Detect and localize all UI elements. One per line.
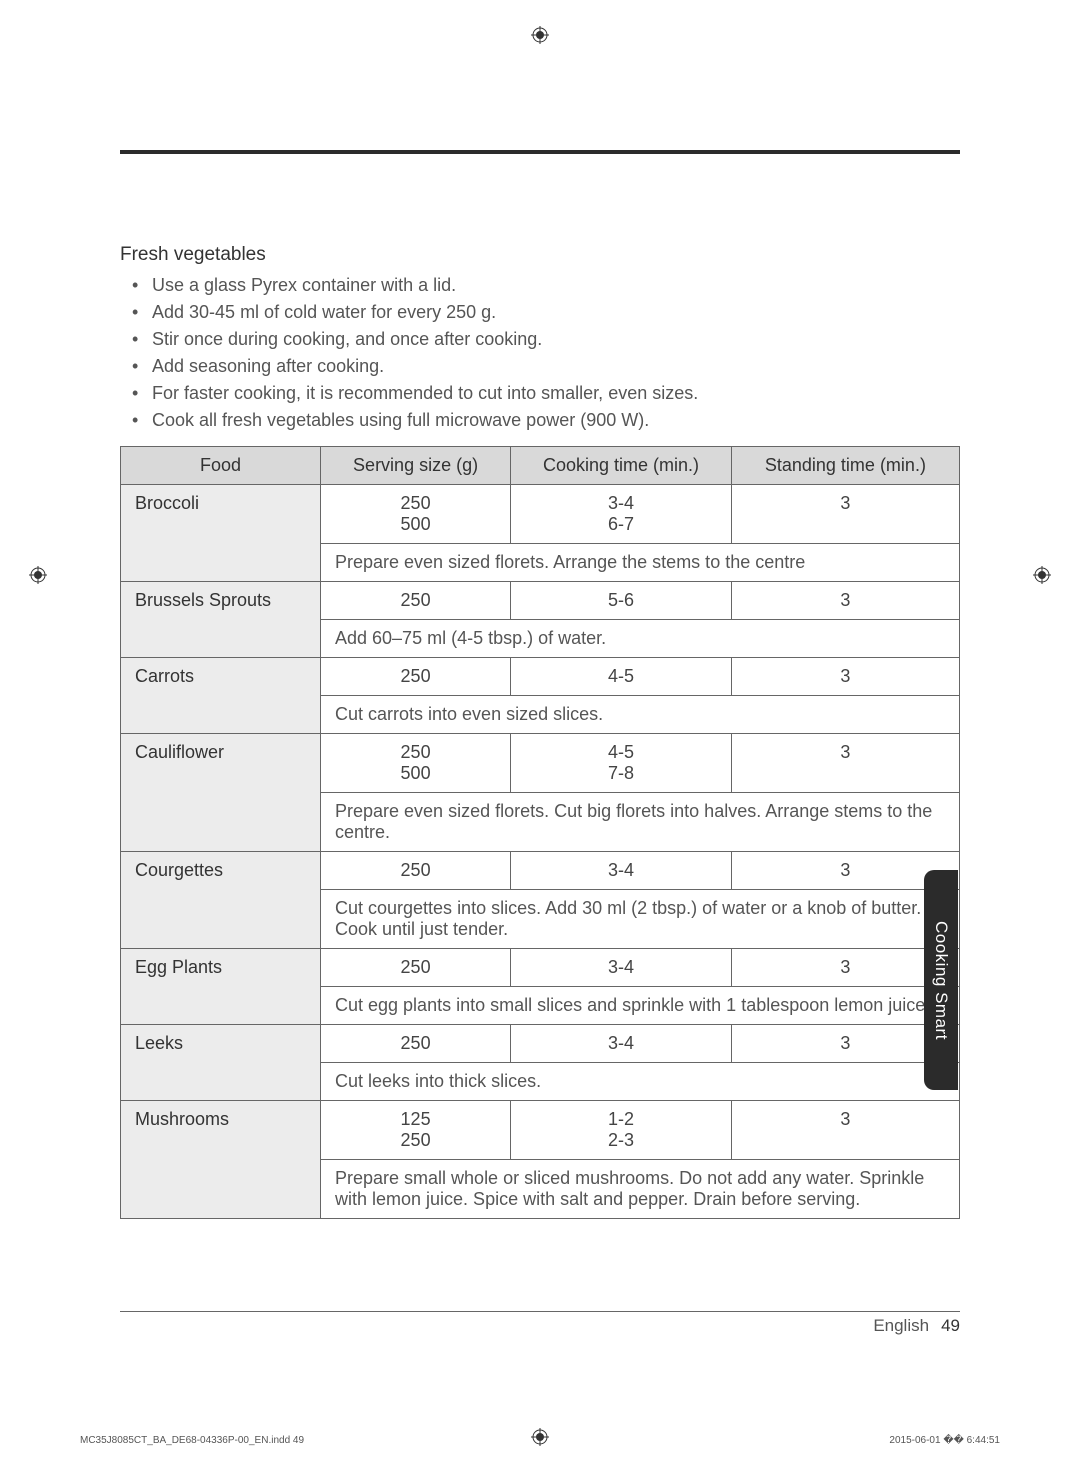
- cell-note: Prepare even sized florets. Arrange the …: [321, 544, 960, 582]
- table-header-row: Food Serving size (g) Cooking time (min.…: [121, 447, 960, 485]
- cell-cook-time: 4-5: [511, 658, 732, 696]
- page-footer: English 49: [120, 1311, 960, 1336]
- cell-food: Cauliflower: [121, 734, 321, 852]
- cell-serving: 250: [321, 1025, 511, 1063]
- table-row: Cauliflower2505004-57-83: [121, 734, 960, 793]
- table-row: Leeks2503-43: [121, 1025, 960, 1063]
- cell-food: Courgettes: [121, 852, 321, 949]
- list-item: Use a glass Pyrex container with a lid.: [120, 272, 960, 299]
- cell-food: Mushrooms: [121, 1101, 321, 1219]
- cell-stand-time: 3: [731, 658, 959, 696]
- table-row: Brussels Sprouts2505-63: [121, 582, 960, 620]
- cell-food: Carrots: [121, 658, 321, 734]
- top-rule: [120, 150, 960, 154]
- cell-note: Prepare even sized florets. Cut big flor…: [321, 793, 960, 852]
- cell-stand-time: 3: [731, 485, 959, 544]
- table-row: Courgettes2503-43: [121, 852, 960, 890]
- cell-cook-time: 1-22-3: [511, 1101, 732, 1160]
- side-tab-label: Cooking Smart: [931, 921, 951, 1040]
- list-item: Add 30-45 ml of cold water for every 250…: [120, 299, 960, 326]
- cell-serving: 250: [321, 852, 511, 890]
- print-date: 2015-06-01 �� 6:44:51: [889, 1435, 1000, 1446]
- cell-note: Cut leeks into thick slices.: [321, 1063, 960, 1101]
- cell-stand-time: 3: [731, 734, 959, 793]
- section-title: Fresh vegetables: [120, 244, 960, 266]
- cell-serving: 250500: [321, 734, 511, 793]
- table-row: Carrots2504-53: [121, 658, 960, 696]
- cell-serving: 125250: [321, 1101, 511, 1160]
- print-file: MC35J8085CT_BA_DE68-04336P-00_EN.indd 49: [80, 1435, 304, 1446]
- cell-stand-time: 3: [731, 1101, 959, 1160]
- table-row: Egg Plants2503-43: [121, 949, 960, 987]
- cell-cook-time: 3-4: [511, 1025, 732, 1063]
- instruction-list: Use a glass Pyrex container with a lid. …: [120, 272, 960, 434]
- cell-cook-time: 3-4: [511, 949, 732, 987]
- list-item: Stir once during cooking, and once after…: [120, 326, 960, 353]
- cell-note: Add 60–75 ml (4-5 tbsp.) of water.: [321, 620, 960, 658]
- page-content: Fresh vegetables Use a glass Pyrex conta…: [120, 150, 960, 1219]
- cell-stand-time: 3: [731, 582, 959, 620]
- cell-note: Cut courgettes into slices. Add 30 ml (2…: [321, 890, 960, 949]
- cell-food: Broccoli: [121, 485, 321, 582]
- print-metadata: MC35J8085CT_BA_DE68-04336P-00_EN.indd 49…: [80, 1435, 1000, 1446]
- cooking-table: Food Serving size (g) Cooking time (min.…: [120, 446, 960, 1219]
- cell-food: Egg Plants: [121, 949, 321, 1025]
- table-row: Mushrooms1252501-22-33: [121, 1101, 960, 1160]
- cell-cook-time: 3-4: [511, 852, 732, 890]
- registration-mark-right: [1033, 566, 1051, 584]
- cell-note: Prepare small whole or sliced mushrooms.…: [321, 1160, 960, 1219]
- registration-mark-top: [531, 26, 549, 44]
- col-food: Food: [121, 447, 321, 485]
- registration-mark-left: [29, 566, 47, 584]
- cell-food: Brussels Sprouts: [121, 582, 321, 658]
- cell-food: Leeks: [121, 1025, 321, 1101]
- list-item: Cook all fresh vegetables using full mic…: [120, 407, 960, 434]
- cell-cook-time: 3-46-7: [511, 485, 732, 544]
- cell-note: Cut egg plants into small slices and spr…: [321, 987, 960, 1025]
- cell-serving: 250: [321, 658, 511, 696]
- list-item: For faster cooking, it is recommended to…: [120, 380, 960, 407]
- cell-cook-time: 5-6: [511, 582, 732, 620]
- col-cook: Cooking time (min.): [511, 447, 732, 485]
- cell-serving: 250: [321, 582, 511, 620]
- cell-serving: 250500: [321, 485, 511, 544]
- footer-language: English: [873, 1316, 929, 1336]
- cell-note: Cut carrots into even sized slices.: [321, 696, 960, 734]
- table-row: Broccoli2505003-46-73: [121, 485, 960, 544]
- cell-cook-time: 4-57-8: [511, 734, 732, 793]
- cell-serving: 250: [321, 949, 511, 987]
- side-tab: Cooking Smart: [924, 870, 958, 1090]
- footer-page: 49: [941, 1316, 960, 1336]
- col-stand: Standing time (min.): [731, 447, 959, 485]
- list-item: Add seasoning after cooking.: [120, 353, 960, 380]
- col-serving: Serving size (g): [321, 447, 511, 485]
